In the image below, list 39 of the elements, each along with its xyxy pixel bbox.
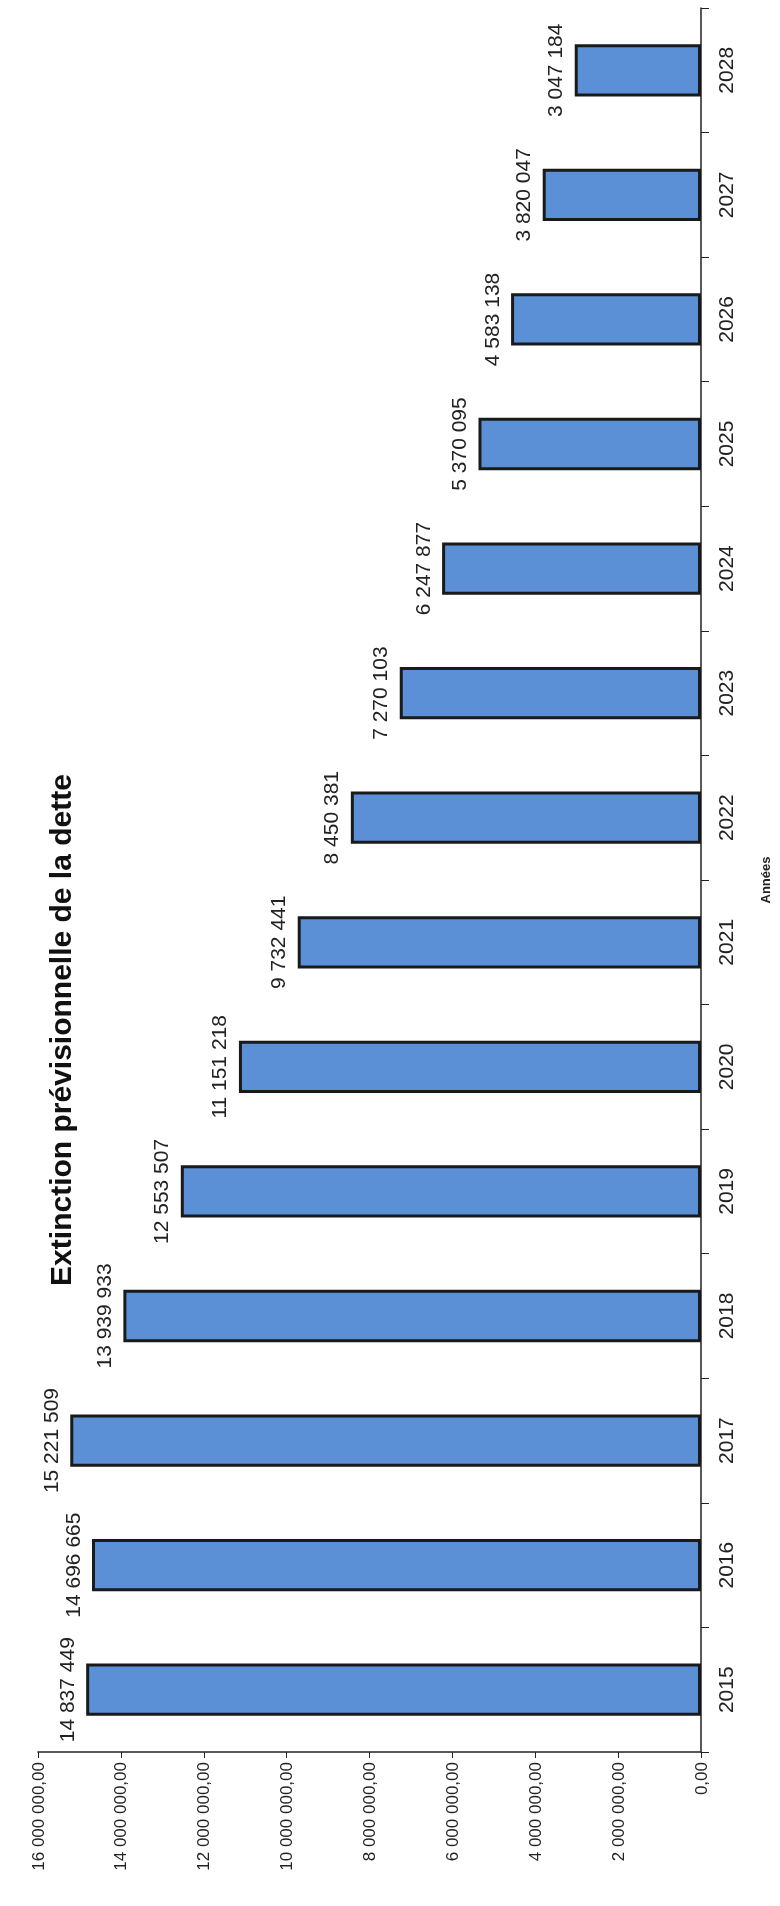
x-tick-label: 14 000 000,00 [111,1762,131,1871]
y-tick-label: 2019 [714,1168,737,1215]
x-tick-label: 8 000 000,00 [360,1762,379,1862]
data-label: 8 450 381 [319,771,343,865]
x-tick-label: 0,00 [691,1762,711,1796]
y-tick-label: 2020 [714,1043,737,1091]
data-label: 4 583 138 [479,272,503,367]
x-tick-label: 10 000 000,00 [277,1762,297,1871]
x-tick-label: 2 000 000,00 [608,1762,628,1862]
data-label: 5 370 095 [446,397,470,491]
y-tick-label: 2018 [714,1292,737,1340]
y-tick-label: 2023 [714,669,737,717]
y-tick-label: 2025 [714,420,737,468]
y-axis-title: Années [758,856,773,904]
y-tick-label: 2028 [714,46,737,94]
x-tick-label: 12 000 000,00 [194,1762,214,1871]
y-tick-label: 2016 [714,1541,737,1589]
y-tick-label: 2015 [714,1666,737,1714]
data-label: 3 047 184 [543,23,567,117]
data-label: 15 221 509 [38,1388,62,1494]
y-tick-label: 2022 [714,794,737,842]
data-label: 3 820 047 [511,148,535,242]
y-tick-label: 2021 [714,918,737,966]
data-label: 14 837 449 [54,1637,78,1743]
data-label: 11 151 218 [207,1015,231,1119]
y-tick-label: 2024 [714,544,737,592]
data-label: 12 553 507 [149,1138,173,1244]
x-tick-label: 16 000 000,00 [28,1762,48,1871]
data-label: 14 696 665 [60,1512,84,1618]
text: Extinction prévisionnelle de la dette [43,774,77,1286]
x-tick-label: 6 000 000,00 [442,1762,462,1862]
data-label: 6 247 877 [410,521,434,616]
y-tick-label: 2026 [714,296,737,343]
data-label: 13 939 933 [91,1263,115,1369]
y-tick-label: 2017 [714,1417,737,1464]
x-tick-label: 4 000 000,00 [525,1762,545,1862]
y-tick-label: 2027 [714,171,737,219]
data-label: 7 270 103 [368,646,392,740]
data-label: 9 732 441 [266,895,290,989]
